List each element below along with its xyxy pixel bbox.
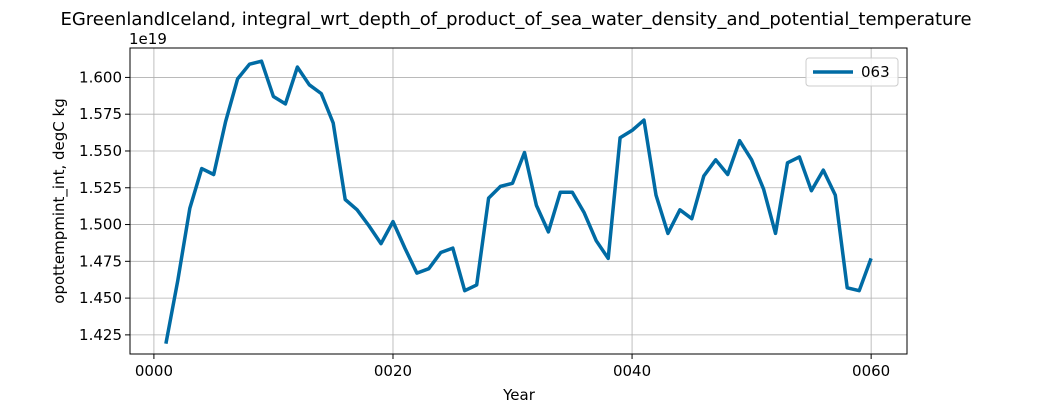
x-tick-label: 0040 <box>613 362 651 380</box>
y-offset-label: 1e19 <box>129 30 167 48</box>
series-line <box>164 59 873 345</box>
x-tick-label: 0020 <box>374 362 412 380</box>
x-axis: 0000 0020 0040 0060 <box>135 354 890 380</box>
y-tick-label: 1.450 <box>79 289 122 307</box>
y-tick-label: 1.425 <box>79 326 122 344</box>
grid <box>130 48 907 354</box>
legend: 063 <box>805 57 899 87</box>
series-layer <box>164 59 873 345</box>
y-tick-label: 1.575 <box>79 105 122 123</box>
x-tick-label: 0000 <box>135 362 173 380</box>
y-axis-label: opottempmint_int, degC kg <box>50 98 69 303</box>
y-tick-label: 1.525 <box>79 179 122 197</box>
y-tick-label: 1.475 <box>79 252 122 270</box>
x-tick-label: 0060 <box>852 362 890 380</box>
legend-label: 063 <box>861 63 890 81</box>
y-axis: 1.425 1.450 1.475 1.500 1.525 1.550 1.575 1.600 <box>79 68 130 344</box>
y-tick-label: 1.600 <box>79 68 122 86</box>
y-tick-label: 1.500 <box>79 216 122 234</box>
chart-title: EGreenlandIceland, integral_wrt_depth_of… <box>60 9 971 30</box>
y-tick-label: 1.550 <box>79 142 122 160</box>
plot-frame <box>129 47 908 355</box>
x-axis-label: Year <box>502 386 536 404</box>
